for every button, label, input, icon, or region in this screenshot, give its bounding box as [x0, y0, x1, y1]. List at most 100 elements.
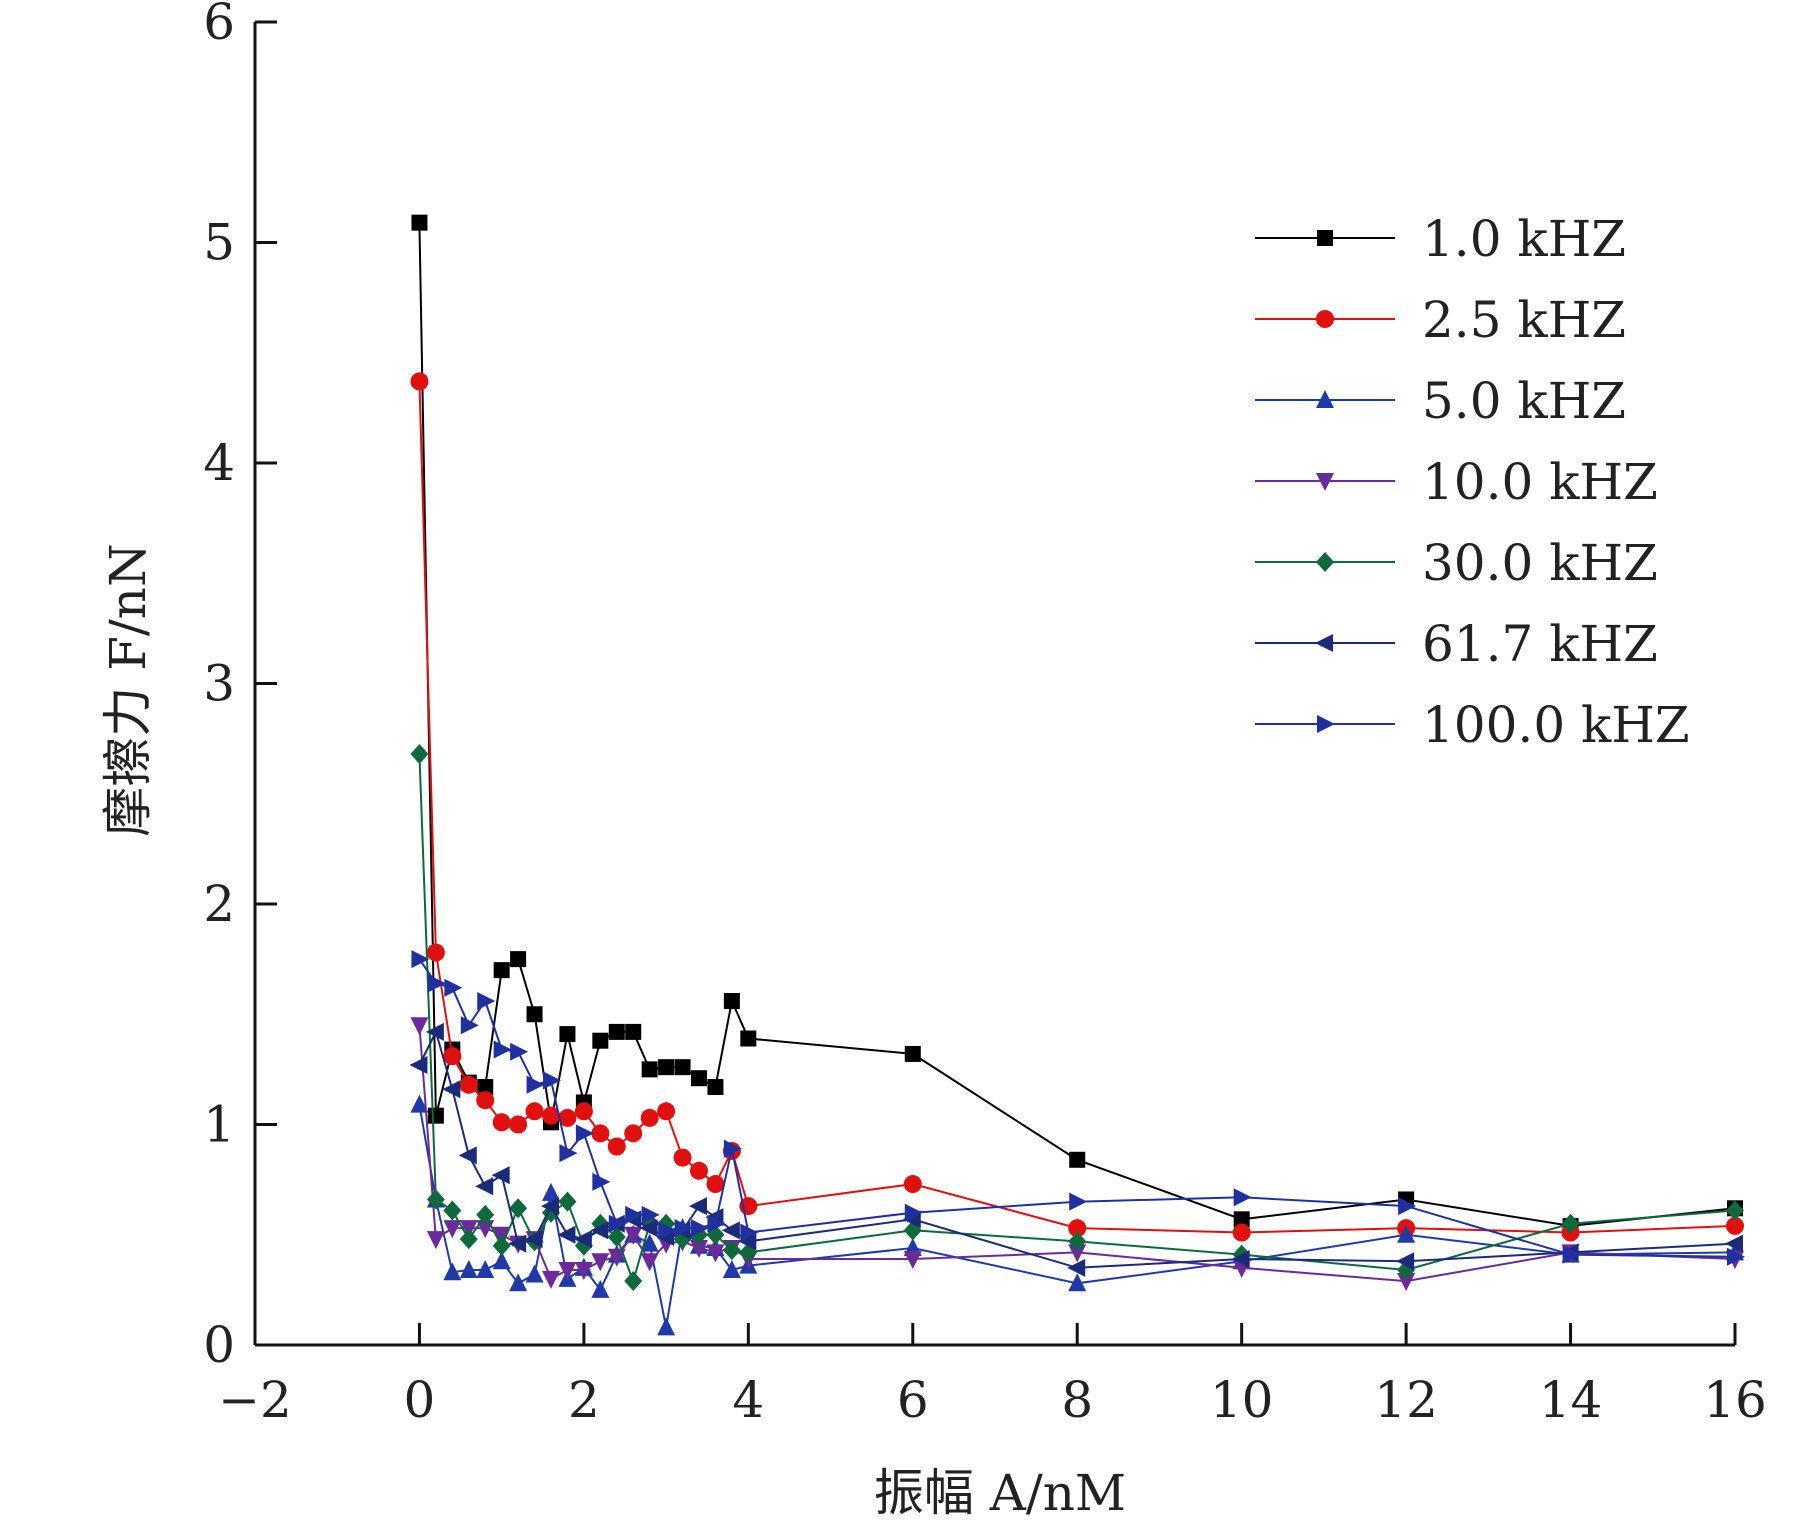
data-point — [590, 1221, 609, 1240]
data-point — [1562, 1245, 1581, 1264]
data-point — [690, 1161, 708, 1180]
y-tick-label: 0 — [203, 1316, 235, 1374]
data-point — [1726, 1200, 1744, 1221]
data-point — [524, 1230, 543, 1249]
series-3 — [410, 1094, 1744, 1336]
data-point — [558, 1262, 577, 1281]
data-point — [608, 1023, 625, 1040]
x-tick-label: 10 — [1210, 1371, 1274, 1429]
data-point — [477, 1079, 494, 1096]
data-point — [509, 1273, 528, 1292]
data-point — [1726, 1216, 1744, 1235]
data-point — [443, 1200, 462, 1221]
series-layer — [409, 214, 1745, 1336]
legend-item: 1.0 kHZ — [1255, 210, 1626, 268]
data-point — [475, 1177, 494, 1196]
data-point — [1725, 1234, 1743, 1253]
legend-label: 100.0 kHZ — [1422, 696, 1690, 754]
data-point — [559, 1144, 578, 1163]
data-point — [1068, 1273, 1087, 1292]
data-point — [1067, 1258, 1086, 1277]
x-tick-label: 14 — [1539, 1371, 1603, 1429]
data-point — [607, 1226, 626, 1247]
y-axis-title: 摩擦力 F/nN — [99, 543, 157, 836]
data-point — [607, 1248, 626, 1267]
legend-label: 1.0 kHZ — [1422, 210, 1626, 268]
data-point — [592, 1032, 609, 1049]
data-point — [542, 1106, 560, 1125]
data-point — [574, 1262, 593, 1281]
data-point — [691, 1219, 709, 1238]
data-point — [410, 1094, 429, 1113]
data-point — [639, 1219, 658, 1238]
data-point — [689, 1197, 707, 1216]
y-tick-label: 6 — [203, 0, 235, 51]
x-tick-label: 4 — [732, 1371, 764, 1429]
legend-label: 10.0 kHZ — [1422, 453, 1658, 511]
data-point — [526, 1075, 545, 1094]
data-point — [459, 1220, 478, 1239]
x-tick-label: 8 — [1061, 1371, 1093, 1429]
data-point — [1397, 1224, 1416, 1243]
data-point — [559, 1026, 576, 1043]
data-point — [625, 1023, 642, 1040]
data-point — [722, 1240, 741, 1261]
data-point — [1232, 1223, 1251, 1242]
data-point — [674, 1059, 691, 1076]
x-tick-label: 6 — [897, 1371, 929, 1429]
data-point — [558, 1191, 577, 1212]
series-7 — [411, 950, 1745, 1266]
data-point — [1231, 1250, 1250, 1269]
data-point — [492, 1251, 511, 1270]
data-point — [492, 1113, 511, 1132]
data-point — [673, 1148, 692, 1167]
data-point — [1396, 1252, 1415, 1271]
legend-marker — [1316, 310, 1334, 328]
data-point — [591, 1124, 610, 1143]
data-point — [492, 1226, 511, 1245]
data-point — [410, 744, 429, 765]
data-point — [640, 1108, 659, 1127]
data-point — [459, 1260, 478, 1279]
data-point — [1068, 1219, 1087, 1238]
data-point — [624, 1271, 643, 1292]
y-tick-label: 3 — [203, 655, 235, 713]
x-tick-label: 2 — [568, 1371, 600, 1429]
data-point — [625, 1205, 644, 1224]
data-point — [903, 1251, 922, 1270]
data-point — [723, 1139, 742, 1158]
data-point — [525, 1264, 544, 1283]
data-point — [707, 1079, 724, 1096]
x-axis-title: 振幅 A/nM — [874, 1464, 1126, 1522]
data-point — [493, 1040, 512, 1059]
data-point — [575, 1124, 594, 1143]
x-tick-label: 16 — [1703, 1371, 1767, 1429]
legend-marker — [1316, 552, 1334, 572]
data-point — [509, 1115, 528, 1134]
data-point — [525, 1102, 544, 1121]
data-point — [492, 1235, 511, 1256]
data-point — [740, 1223, 759, 1242]
data-point — [722, 1260, 741, 1279]
x-tick-label: 12 — [1374, 1371, 1438, 1429]
data-point — [510, 951, 527, 968]
data-point — [657, 1317, 676, 1336]
data-point — [641, 1061, 658, 1078]
legend-item: 5.0 kHZ — [1255, 372, 1626, 430]
data-point — [641, 1205, 660, 1224]
data-point — [426, 1231, 445, 1250]
data-point — [721, 1221, 740, 1240]
data-point — [443, 1262, 462, 1281]
data-point — [493, 962, 510, 979]
data-point — [510, 1042, 529, 1061]
data-point — [1069, 1192, 1088, 1211]
legend-item: 10.0 kHZ — [1255, 453, 1658, 511]
data-point — [444, 978, 463, 997]
data-point — [1233, 1188, 1252, 1207]
data-point — [409, 1055, 428, 1074]
data-point — [608, 1214, 627, 1233]
data-point — [558, 1108, 577, 1127]
data-point — [410, 372, 429, 391]
